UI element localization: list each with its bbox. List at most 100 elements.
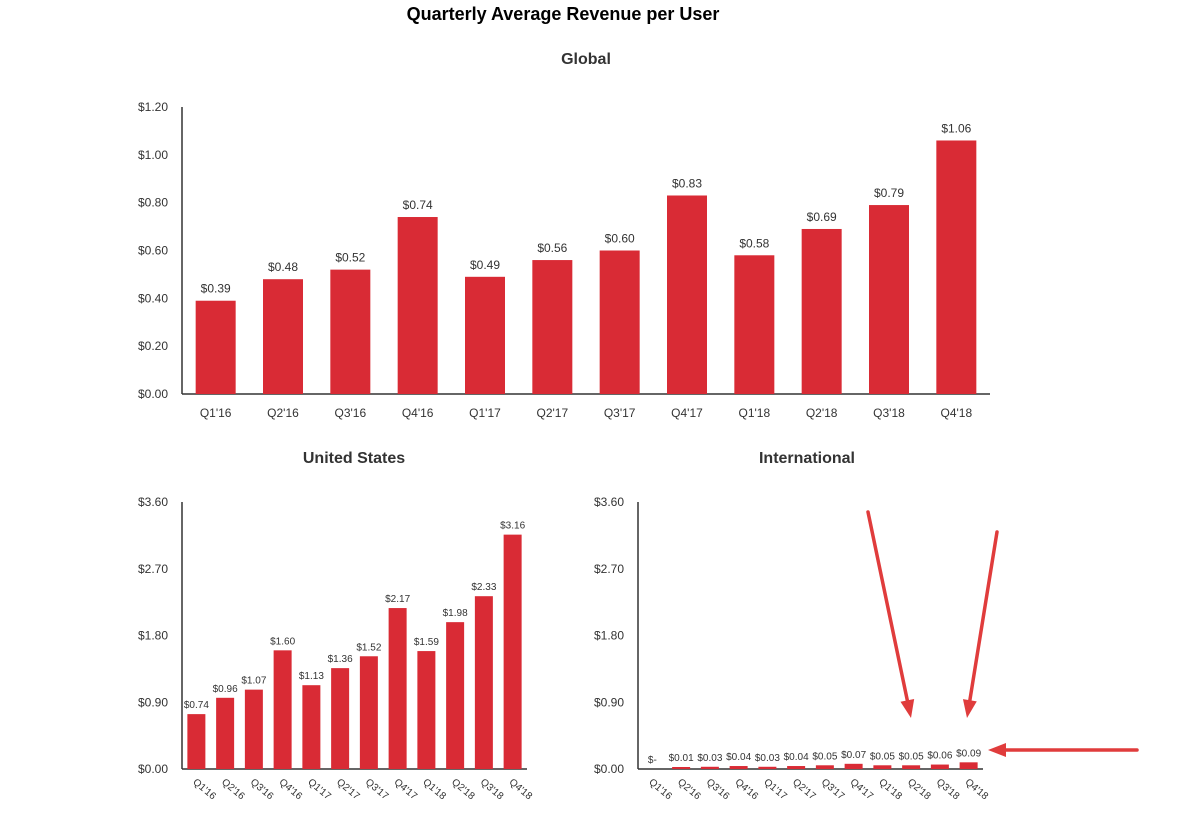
us-value-label: $1.60	[270, 636, 295, 647]
arrow-to-q2-18-icon	[866, 510, 915, 718]
intl-bar	[815, 765, 834, 769]
intl-value-label: $0.05	[812, 751, 837, 762]
annotation-arrows	[866, 510, 1139, 757]
us-value-label: $2.33	[471, 582, 496, 593]
global-category-label: Q1'16	[200, 406, 232, 420]
global-bar	[330, 269, 371, 394]
global-value-label: $0.60	[605, 232, 635, 246]
us-bar	[446, 622, 465, 769]
intl-y-tick-label: $1.80	[594, 629, 624, 643]
global-category-label: Q1'17	[469, 406, 501, 420]
us-bar	[474, 596, 493, 769]
arrow-to-q4-18-icon	[962, 530, 999, 718]
intl-category-label: Q4'16	[733, 777, 761, 803]
global-bar	[195, 300, 236, 394]
global-category-label: Q3'18	[873, 406, 905, 420]
us-category-label: Q3'16	[248, 777, 276, 803]
global-bar	[801, 228, 842, 394]
global-value-label: $0.39	[201, 282, 231, 296]
global-value-label: $0.58	[739, 236, 769, 250]
us-y-tick-label: $0.00	[138, 762, 168, 776]
global-bar	[465, 276, 505, 394]
global-bar	[532, 260, 573, 394]
intl-chart-title: International	[759, 450, 855, 467]
us-bar	[273, 650, 292, 769]
intl-bar	[729, 766, 748, 769]
us-category-label: Q2'17	[334, 777, 362, 803]
global-value-label: $0.74	[403, 198, 433, 212]
us-category-label: Q4'18	[507, 777, 535, 803]
intl-value-label: $0.05	[899, 751, 924, 762]
us-value-label: $1.13	[299, 671, 324, 682]
global-category-label: Q2'18	[806, 406, 838, 420]
global-y-tick-label: $0.60	[138, 244, 168, 258]
us-y-tick-label: $0.90	[138, 695, 168, 709]
us-chart-title: United States	[303, 450, 405, 467]
us-category-label: Q4'16	[277, 777, 305, 803]
global-category-label: Q4'16	[402, 406, 434, 420]
us-value-label: $1.59	[414, 637, 439, 648]
global-category-label: Q4'18	[941, 406, 973, 420]
intl-category-label: Q2'18	[905, 777, 933, 803]
intl-bar	[930, 764, 949, 769]
intl-bar	[959, 762, 978, 769]
intl-category-label: Q1'18	[876, 777, 904, 803]
us-bar	[302, 685, 321, 769]
us-bar	[417, 651, 436, 769]
intl-y-tick-label: $3.60	[594, 495, 624, 509]
united-states-chart: United States $0.00 $0.90 $1.80 $2.70 $3.60 $0…	[138, 450, 534, 803]
us-category-label: Q2'16	[219, 777, 247, 803]
us-value-label: $1.07	[241, 676, 266, 687]
global-y-tick-label: $0.80	[138, 196, 168, 210]
global-bar	[734, 255, 775, 394]
global-category-label: Q3'16	[335, 406, 367, 420]
global-y-tick-label: $0.20	[138, 339, 168, 353]
global-bar	[397, 217, 438, 394]
global-bar	[869, 205, 909, 394]
intl-bar	[844, 763, 863, 769]
us-bar	[388, 608, 407, 769]
us-bar	[503, 534, 522, 769]
intl-category-label: Q3'16	[704, 777, 732, 803]
global-category-label: Q2'16	[267, 406, 299, 420]
intl-y-tick-label: $0.00	[594, 762, 624, 776]
global-y-tick-label: $0.00	[138, 387, 168, 401]
intl-category-label: Q1'17	[761, 777, 789, 803]
intl-category-label: Q4'17	[848, 777, 876, 803]
intl-value-label: $0.04	[784, 752, 809, 763]
us-category-label: Q3'18	[478, 777, 506, 803]
intl-bar	[873, 765, 892, 769]
us-y-tick-label: $2.70	[138, 562, 168, 576]
global-bar	[936, 140, 977, 394]
us-value-label: $1.36	[328, 654, 353, 665]
intl-category-label: Q4'18	[963, 777, 991, 803]
intl-category-label: Q2'16	[675, 777, 703, 803]
intl-value-label: $0.05	[870, 751, 895, 762]
intl-value-label: $0.09	[956, 748, 981, 759]
us-y-tick-label: $3.60	[138, 495, 168, 509]
us-y-tick-label: $1.80	[138, 629, 168, 643]
global-value-label: $0.69	[807, 210, 837, 224]
intl-value-label: $0.06	[927, 751, 952, 762]
intl-value-label: $0.03	[755, 753, 780, 764]
intl-bar	[758, 766, 777, 769]
global-value-label: $0.48	[268, 260, 298, 274]
global-bar	[667, 195, 707, 394]
global-value-label: $0.56	[537, 241, 567, 255]
intl-y-tick-label: $0.90	[594, 695, 624, 709]
intl-value-label: $0.04	[726, 752, 751, 763]
intl-bar	[787, 766, 806, 769]
us-category-label: Q2'18	[449, 777, 477, 803]
us-value-label: $3.16	[500, 521, 525, 532]
international-chart: International $0.00 $0.90 $1.80 $2.70 $3.60 $-…	[594, 450, 990, 803]
us-value-label: $2.17	[385, 594, 410, 605]
us-bar	[187, 714, 206, 769]
global-value-label: $1.06	[941, 121, 971, 135]
intl-bar	[700, 766, 719, 769]
intl-value-label: $-	[648, 755, 657, 766]
global-value-label: $0.49	[470, 258, 500, 272]
intl-value-label: $0.07	[841, 750, 866, 761]
intl-y-tick-label: $2.70	[594, 562, 624, 576]
arrow-to-q4-18-label-icon	[988, 743, 1139, 757]
